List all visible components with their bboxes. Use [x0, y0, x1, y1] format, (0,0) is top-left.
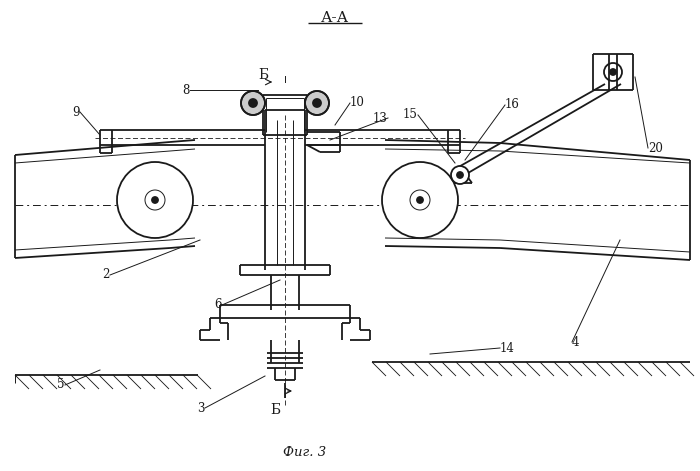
Text: 15: 15	[403, 108, 418, 122]
Text: А-А: А-А	[321, 11, 349, 25]
Text: 3: 3	[197, 401, 205, 414]
Text: 20: 20	[648, 141, 663, 154]
Circle shape	[305, 91, 329, 115]
Text: 4: 4	[572, 335, 580, 349]
Circle shape	[117, 162, 193, 238]
Text: 13: 13	[373, 112, 388, 124]
Text: 16: 16	[505, 98, 520, 112]
Circle shape	[417, 197, 423, 203]
Text: 14: 14	[500, 341, 515, 355]
Circle shape	[249, 99, 257, 107]
Text: Б: Б	[258, 68, 268, 82]
Circle shape	[313, 99, 321, 107]
Circle shape	[152, 197, 158, 203]
Circle shape	[610, 69, 616, 75]
Circle shape	[451, 166, 469, 184]
Text: 6: 6	[214, 299, 222, 311]
Circle shape	[241, 91, 265, 115]
Text: 9: 9	[73, 106, 80, 119]
Text: 10: 10	[350, 97, 365, 109]
Text: 8: 8	[183, 83, 190, 97]
Circle shape	[382, 162, 458, 238]
Text: 5: 5	[57, 379, 65, 391]
Text: 2: 2	[103, 268, 110, 282]
Circle shape	[457, 172, 463, 178]
Text: Фиг. 3: Фиг. 3	[284, 446, 327, 458]
Text: Б: Б	[270, 403, 280, 417]
